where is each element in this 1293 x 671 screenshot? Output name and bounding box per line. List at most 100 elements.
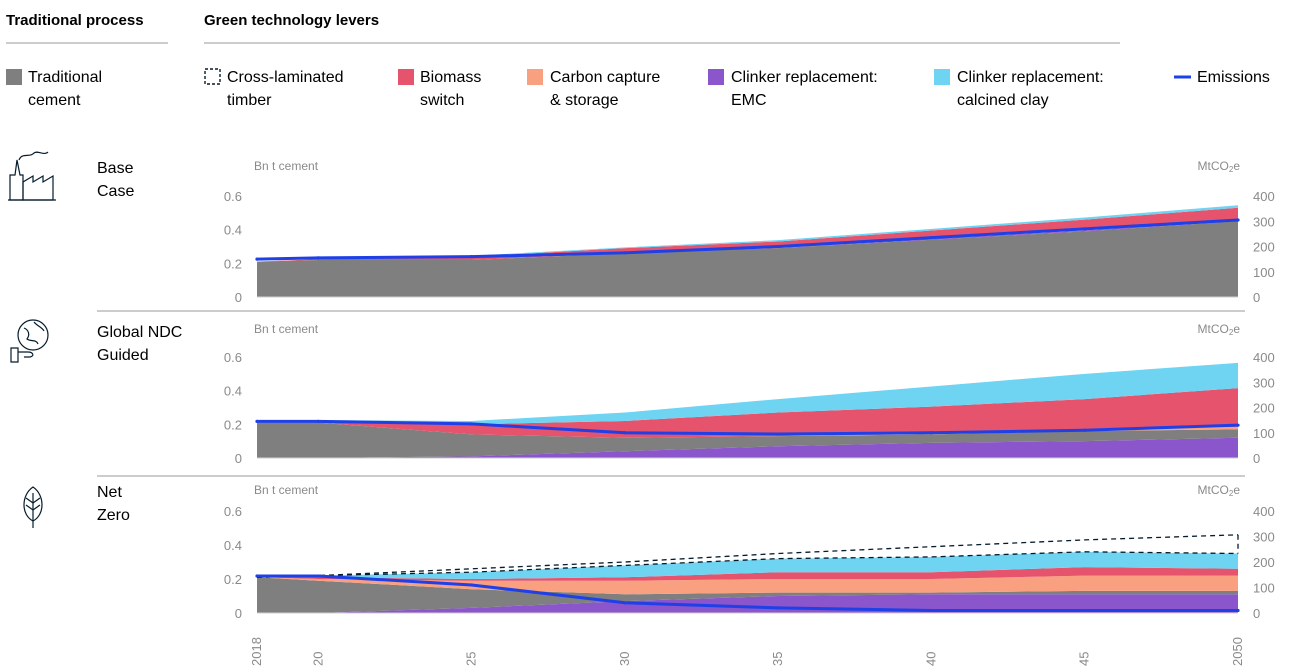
area-traditional-cement — [257, 221, 1238, 297]
right-tick-label: 100 — [1253, 581, 1275, 596]
x-axis: 2018 20 25 30 35 40 45 2050 — [249, 637, 1245, 666]
emissions-point — [469, 422, 474, 426]
left-tick-label: 0.4 — [224, 538, 242, 553]
area-clinker-replacement-emc — [257, 437, 1238, 458]
legend-swatch-biomass — [398, 69, 414, 85]
header-traditional-process: Traditional process — [6, 12, 144, 29]
left-tick-label: 0 — [235, 451, 242, 466]
area-biomass-switch — [257, 567, 1238, 581]
emissions-point — [776, 244, 780, 249]
x-tick-label: 2018 — [249, 637, 264, 666]
right-tick-label: 400 — [1253, 350, 1275, 365]
scenario-label-base-line2: Case — [97, 183, 134, 200]
right-unit-label: MtCO2e — [1198, 159, 1241, 174]
emissions-point — [316, 419, 320, 423]
globe-hand-icon — [10, 319, 49, 363]
legend-traditional-line1: Traditional — [28, 69, 102, 86]
x-tick-label: 25 — [464, 652, 479, 666]
right-tick-label: 200 — [1253, 555, 1275, 570]
emissions-point — [1236, 423, 1240, 427]
legend-clt-line1: Cross-laminated — [227, 69, 343, 86]
emissions-line — [256, 218, 1239, 261]
legend-clay-line2: calcined clay — [957, 92, 1049, 109]
left-tick-label: 0.4 — [224, 384, 242, 399]
emissions-point — [316, 256, 320, 260]
left-tick-label: 0.2 — [224, 417, 242, 432]
legend-emissions-label: Emissions — [1197, 69, 1270, 86]
left-unit-label: Bn t cement — [254, 159, 319, 173]
left-tick-label: 0.2 — [224, 256, 242, 271]
left-tick-label: 0.6 — [224, 189, 242, 204]
emissions-point — [255, 257, 259, 261]
legend-biomass-line2: switch — [420, 92, 464, 109]
legend-clay-line1: Clinker replacement: — [957, 69, 1104, 86]
scenario-label-ndc-line2: Guided — [97, 347, 149, 364]
right-tick-label: 0 — [1253, 451, 1260, 466]
area-clinker-replacement-calcined-clay — [257, 362, 1238, 425]
right-tick-label: 300 — [1253, 375, 1275, 390]
area-cross-laminated-timber — [257, 534, 1238, 578]
right-tick-label: 400 — [1253, 504, 1275, 519]
legend-swatch-ccs — [527, 69, 543, 85]
left-unit-label: Bn t cement — [254, 483, 319, 497]
right-tick-label: 300 — [1253, 530, 1275, 545]
x-tick-label: 20 — [310, 652, 325, 666]
emissions-point — [469, 255, 474, 259]
line-cross-laminated-timber-bottom — [256, 551, 1239, 578]
right-tick-label: 0 — [1253, 606, 1260, 621]
scenario-label-base-line1: Base — [97, 160, 134, 177]
right-tick-label: 100 — [1253, 265, 1275, 280]
x-tick-label: 35 — [770, 652, 785, 666]
emissions-point — [623, 431, 627, 435]
left-tick-label: 0.6 — [224, 504, 242, 519]
leaf-icon — [23, 486, 43, 528]
chart-panels: Bn t cement MtCO2e 0 0.2 0.4 0.6 0 100 200 300 400… — [224, 159, 1275, 621]
right-tick-label: 100 — [1253, 426, 1275, 441]
right-tick-label: 0 — [1253, 290, 1260, 305]
area-clinker-replacement-calcined-clay — [257, 551, 1238, 579]
left-tick-label: 0.6 — [224, 350, 242, 365]
legend-emc-line1: Clinker replacement: — [731, 69, 878, 86]
emissions-point — [929, 431, 934, 435]
emissions-line — [257, 574, 1238, 612]
left-tick-label: 0 — [235, 290, 242, 305]
area-traditional-cement — [257, 422, 1238, 458]
right-tick-label: 400 — [1253, 189, 1275, 204]
x-tick-label: 40 — [923, 652, 938, 666]
emissions-point — [776, 606, 780, 610]
legend-ccs-line2: & storage — [550, 92, 619, 109]
x-tick-label: 45 — [1077, 652, 1092, 666]
legend-swatch-traditional — [6, 69, 22, 85]
right-tick-label: 300 — [1253, 214, 1275, 229]
header-green-levers: Green technology levers — [204, 12, 379, 29]
scenario-label-netzero-line1: Net — [97, 484, 122, 501]
legend-emc-line2: EMC — [731, 92, 767, 109]
left-unit-label: Bn t cement — [254, 322, 319, 336]
emissions-point — [316, 574, 320, 578]
left-tick-label: 0.2 — [224, 572, 242, 587]
emissions-point — [1083, 608, 1087, 613]
emissions-point — [929, 608, 934, 613]
emissions-line — [257, 419, 1239, 436]
left-tick-label: 0 — [235, 606, 242, 621]
panel-net-zero: Bn t cement MtCO2e 0 0.2 0.4 0.6 0 100 200 300 400 — [224, 483, 1275, 621]
emissions-point — [1083, 428, 1087, 432]
panel-base-case: Bn t cement MtCO2e 0 0.2 0.4 0.6 0 100 200 300 400 — [224, 159, 1275, 305]
legend-clt-line2: timber — [227, 92, 272, 109]
panel-global-ndc-guided: Bn t cement MtCO2e 0 0.2 0.4 0.6 0 100 200 300 400 — [224, 322, 1275, 466]
left-tick-label: 0.4 — [224, 223, 242, 238]
scenario-label-ndc-line1: Global NDC — [97, 324, 182, 341]
emissions-point — [1083, 227, 1087, 231]
emissions-point — [1236, 218, 1240, 222]
right-unit-label: MtCO2e — [1198, 483, 1241, 498]
right-unit-label: MtCO2e — [1198, 322, 1241, 337]
legend-biomass-line1: Biomass — [420, 69, 481, 86]
legend-swatch-emc — [708, 69, 724, 85]
legend-traditional-line2: cement — [28, 92, 81, 109]
emissions-point — [1236, 608, 1240, 613]
x-tick-label: 30 — [617, 652, 632, 666]
emissions-point — [255, 574, 259, 578]
factory-icon — [8, 151, 56, 201]
legend-swatch-clt — [204, 68, 221, 85]
